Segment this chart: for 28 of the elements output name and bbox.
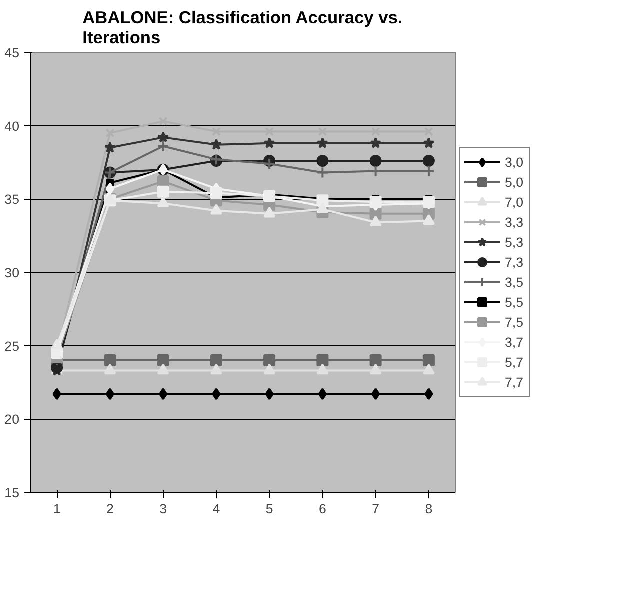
legend-label: 7,5: [505, 314, 525, 330]
x-tick-label: 4: [212, 502, 221, 516]
legend-label: 3,3: [505, 214, 525, 230]
x-tick-label: 2: [106, 502, 114, 516]
legend-label: 5,5: [505, 294, 525, 310]
y-tick-label: 20: [4, 412, 20, 428]
y-tick-label: 40: [4, 118, 20, 134]
x-tick-label: 6: [318, 502, 326, 516]
legend-label: 3,5: [505, 274, 525, 290]
x-tick-label: 8: [425, 502, 433, 516]
x-tick-label: 1: [53, 502, 61, 516]
y-tick-label: 15: [4, 486, 20, 500]
x-tick-label: 7: [372, 502, 380, 516]
y-tick-label: 45: [4, 46, 20, 60]
chart-title: ABALONE: Classification Accuracy vs. Iterations: [82, 8, 403, 48]
legend-label: 3,7: [505, 334, 525, 350]
x-tick-label: 3: [160, 502, 168, 516]
y-tick-label: 35: [4, 192, 20, 208]
legend-label: 7,7: [505, 374, 525, 390]
x-tick-label: 5: [266, 502, 274, 516]
legend-label: 5,3: [505, 234, 525, 250]
legend-label: 5,0: [505, 174, 525, 190]
y-tick-label: 30: [4, 266, 20, 280]
legend-label: 7,0: [505, 194, 525, 210]
y-tick-label: 25: [4, 338, 20, 354]
legend-label: 7,3: [505, 254, 525, 270]
legend-label: 3,0: [505, 154, 525, 170]
legend-label: 5,7: [505, 354, 525, 370]
